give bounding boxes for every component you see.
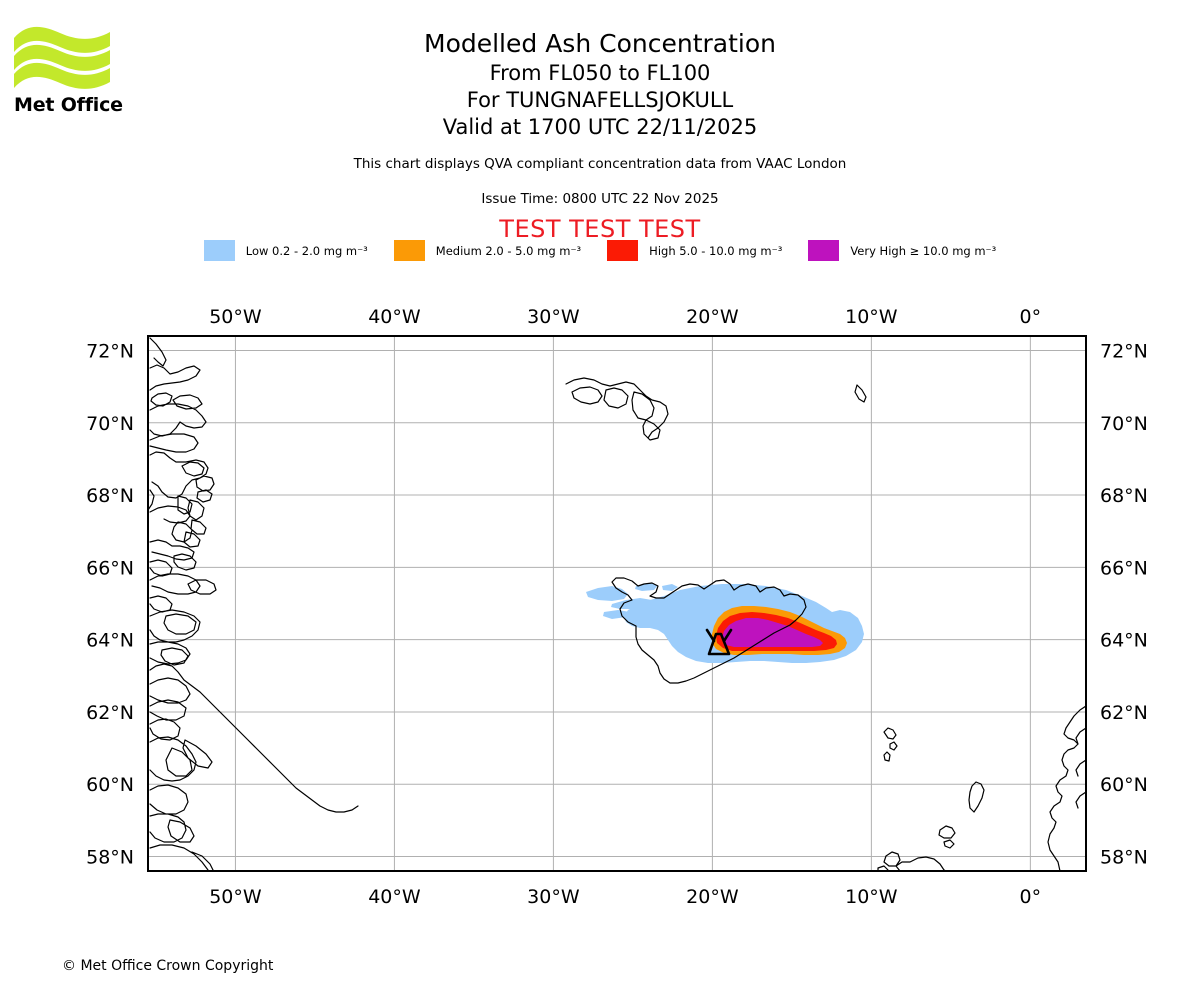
chart-title-block: Modelled Ash Concentration From FL050 to… [0, 28, 1200, 141]
lat-tick-label-right: 64°N [1100, 630, 1148, 652]
lon-tick-label-bottom: 30°W [527, 886, 580, 908]
coastline-norway [1047, 705, 1086, 871]
ash-contour-very-high [722, 618, 823, 647]
lon-tick-label-bottom: 10°W [845, 886, 898, 908]
lat-tick-label-left: 60°N [86, 774, 134, 796]
qva-compliance-note: This chart displays QVA compliant concen… [353, 156, 847, 172]
coastline-greenland [148, 337, 359, 871]
legend-swatch-low [203, 240, 235, 261]
page-title: Modelled Ash Concentration [424, 29, 776, 58]
lat-tick-label-left: 70°N [86, 413, 134, 435]
lat-tick-label-right: 72°N [1100, 340, 1148, 362]
latitude-labels-right: 72°N 70°N 68°N 66°N 64°N 62°N 60°N 58°N [1100, 340, 1148, 868]
valid-time-subtitle: Valid at 1700 UTC 22/11/2025 [442, 115, 758, 139]
lat-tick-label-left: 64°N [86, 630, 134, 652]
lat-tick-label-left: 66°N [86, 557, 134, 579]
concentration-legend: Low 0.2 - 2.0 mg m⁻³ Medium 2.0 - 5.0 mg … [0, 240, 1200, 261]
lat-tick-label-left: 62°N [86, 702, 134, 724]
coastline-jan-mayen [854, 384, 867, 403]
coastline-iceland [611, 577, 807, 684]
lat-tick-label-right: 66°N [1100, 557, 1148, 579]
lon-tick-label-top: 20°W [686, 306, 739, 328]
met-office-waves-logo-icon [14, 26, 110, 89]
legend-label-high: High 5.0 - 10.0 mg m⁻³ [649, 243, 783, 258]
met-office-wordmark: Met Office [14, 94, 123, 116]
map-frame [147, 335, 1087, 872]
legend-swatch-medium [393, 240, 425, 261]
issue-time-label: Issue Time: 0800 UTC 22 Nov 2025 [481, 191, 719, 207]
volcano-subtitle: For TUNGNAFELLSJOKULL [466, 88, 734, 112]
lon-tick-label-top: 30°W [527, 306, 580, 328]
lon-tick-label-top: 50°W [209, 306, 262, 328]
legend-entry-medium: Medium 2.0 - 5.0 mg m⁻³ [393, 240, 582, 261]
lon-tick-label-top: 40°W [368, 306, 421, 328]
lon-tick-label-top: 10°W [845, 306, 898, 328]
lat-tick-label-left: 68°N [86, 485, 134, 507]
lat-tick-label-right: 62°N [1100, 702, 1148, 724]
flight-level-subtitle: From FL050 to FL100 [489, 61, 711, 85]
lon-tick-label-bottom: 0° [1020, 886, 1042, 908]
coastline-shetland [968, 781, 985, 813]
lat-tick-label-right: 58°N [1100, 847, 1148, 869]
lon-tick-label-bottom: 50°W [209, 886, 262, 908]
copyright-notice: © Met Office Crown Copyright [62, 958, 274, 974]
legend-swatch-high [607, 240, 639, 261]
test-banner: TEST TEST TEST [499, 215, 701, 243]
legend-swatch-very-high [808, 240, 840, 261]
longitude-labels-bottom: 50°W 40°W 30°W 20°W 10°W 0° [209, 886, 1041, 908]
met-office-logo: Met Office [12, 24, 202, 116]
lon-tick-label-bottom: 40°W [368, 886, 421, 908]
legend-entry-very-high: Very High ≥ 10.0 mg m⁻³ [808, 240, 996, 261]
lat-tick-label-right: 60°N [1100, 774, 1148, 796]
coastline-greenland-north [565, 377, 669, 441]
lon-tick-label-top: 0° [1020, 306, 1042, 328]
map-gridlines [148, 336, 1086, 871]
volcano-marker-icon [705, 628, 733, 656]
longitude-labels-top: 50°W 40°W 30°W 20°W 10°W 0° [209, 306, 1041, 328]
latitude-labels-left: 72°N 70°N 68°N 66°N 64°N 62°N 60°N 58°N [86, 340, 134, 868]
coastline-faroe-islands [883, 727, 898, 762]
coastline-orkney [938, 825, 956, 849]
lat-tick-label-right: 70°N [1100, 413, 1148, 435]
lon-tick-label-bottom: 20°W [686, 886, 739, 908]
legend-entry-low: Low 0.2 - 2.0 mg m⁻³ [203, 240, 368, 261]
legend-label-low: Low 0.2 - 2.0 mg m⁻³ [245, 243, 368, 258]
legend-label-medium: Medium 2.0 - 5.0 mg m⁻³ [435, 243, 582, 258]
legend-entry-high: High 5.0 - 10.0 mg m⁻³ [607, 240, 782, 261]
legend-label-very-high: Very High ≥ 10.0 mg m⁻³ [850, 243, 997, 258]
lat-tick-label-right: 68°N [1100, 485, 1148, 507]
lat-tick-label-left: 72°N [86, 340, 134, 362]
lat-tick-label-left: 58°N [86, 847, 134, 869]
